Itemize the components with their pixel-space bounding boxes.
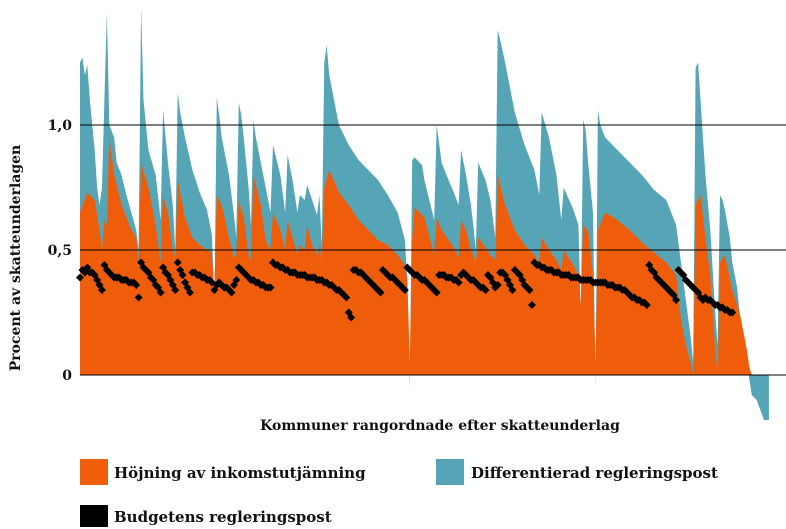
diamond-point-23 [132,281,141,289]
diamond-point-244 [672,296,681,304]
legend: Höjning av inkomstutjämning Differentier… [80,459,718,527]
x-axis-title: Kommuner rangordnade efter skatteunderla… [260,418,620,434]
legend-label-differentierad: Differentierad regleringspost [471,464,718,482]
legend-swatch-inkomstutjamning [80,459,108,485]
diamond-point-133 [400,286,409,294]
diamond-point-109 [342,293,351,302]
diamond-point-42 [178,271,187,279]
diamond-point-71 [249,276,258,284]
series-budgetens-points [76,258,737,322]
diamond-point-267 [728,308,737,317]
diamond-point-62 [227,288,236,297]
diamond-point-111 [347,313,356,322]
legend-item-budgetens: Budgetens regleringspost [80,505,332,527]
diamond-point-64 [232,276,241,284]
legend-swatch-differentierad [436,459,464,485]
legend-label-budgetens: Budgetens regleringspost [114,508,332,526]
legend-item-differentierad: Differentierad regleringspost [436,459,718,485]
y-tick-label-0: 0 [62,368,72,384]
diamond-point-171 [493,281,502,289]
diamond-point-78 [266,283,275,292]
diamond-point-166 [481,286,490,294]
area-series-inkomstutjamning [80,137,752,375]
diamond-point-232 [642,301,651,309]
diamond-point-24 [134,293,143,302]
legend-swatch-budgetens [80,505,108,527]
diamond-point-45 [185,288,194,297]
legend-label-inkomstutjamning: Höjning av inkomstutjämning [114,464,366,482]
legend-item-inkomstutjamning: Höjning av inkomstutjämning [80,459,366,485]
y-axis-title: Procent av skatteunderlagen [8,145,24,371]
plot-area [76,7,786,420]
diamond-point-146 [432,288,441,297]
y-tick-label-2: 1,0 [48,118,73,134]
diamond-point-155 [454,278,463,287]
y-tick-label-1: 0,5 [48,243,72,259]
diamond-point-33 [156,288,165,297]
diamond-point-40 [173,258,182,267]
diamond-point-0 [76,273,84,282]
diamond-point-177 [508,286,517,294]
y-axis: 0 0,5 1,0 [48,118,73,384]
diamond-point-123 [376,288,385,297]
diamond-point-9 [97,286,106,294]
diamond-point-184 [525,286,534,294]
diamond-point-185 [527,301,536,309]
diamond-point-39 [171,286,180,294]
